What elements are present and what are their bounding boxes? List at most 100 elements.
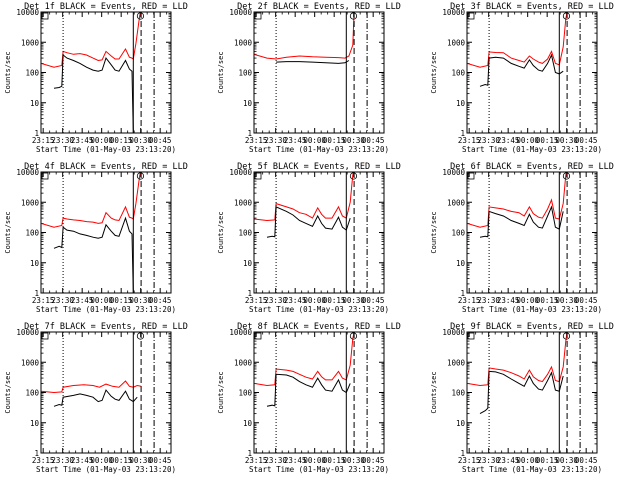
series-lld-line: [41, 172, 142, 228]
x-tick-label: 00:30: [342, 136, 365, 145]
y-tick-label: 1000: [447, 198, 466, 207]
x-tick-label: 00:00: [303, 456, 326, 465]
x-tick-label: 23:15: [458, 136, 481, 145]
x-tick-label: 00:45: [149, 456, 172, 465]
y-tick-label: 100: [238, 229, 252, 238]
x-tick-label: 00:15: [536, 296, 559, 305]
x-axis-label: Start Time (01-May-03 23:13:20): [36, 145, 176, 154]
y-axis-ticks: 1 10 100 1000 10000: [229, 8, 384, 138]
peak-marker: [136, 12, 145, 20]
detector-panel-6: Det 6f BLACK = Events, RED = LLD Counts/s…: [430, 162, 614, 314]
series-lld-line: [467, 12, 568, 68]
detector-panel-5: Det 5f BLACK = Events, RED = LLD Counts/s…: [217, 162, 401, 314]
x-axis-label: Start Time (01-May-03 23:13:20): [36, 465, 176, 474]
x-axis-label: Start Time (01-May-03 23:13:20): [36, 305, 176, 314]
x-tick-label: 23:30: [477, 296, 500, 305]
y-tick-label: 100: [25, 229, 39, 238]
peak-marker: [562, 172, 571, 180]
x-tick-label: 00:30: [342, 296, 365, 305]
x-tick-label: 00:45: [575, 136, 598, 145]
x-axis-label: Start Time (01-May-03 23:13:20): [462, 465, 602, 474]
peak-marker: [562, 332, 571, 340]
x-tick-label: 23:15: [245, 456, 268, 465]
detector-panel-1: Det 1f BLACK = Events, RED = LLD Counts/s…: [4, 2, 188, 154]
y-tick-label: 1000: [21, 198, 40, 207]
y-axis-ticks: 1 10 100 1000 10000: [442, 8, 597, 138]
x-tick-label: 00:15: [110, 296, 133, 305]
series-lld-line: [254, 12, 355, 60]
start-marker: [41, 12, 49, 20]
x-tick-label: 23:45: [71, 296, 94, 305]
detector-panel-2: Det 2f BLACK = Events, RED = LLD Counts/s…: [217, 2, 401, 154]
plot-frame: [466, 171, 598, 294]
y-tick-label: 10000: [16, 328, 39, 337]
x-tick-label: 23:15: [458, 296, 481, 305]
x-tick-label: 23:30: [51, 136, 74, 145]
x-tick-label: 00:45: [362, 296, 385, 305]
y-tick-label: 1000: [21, 38, 40, 47]
y-tick-label: 100: [25, 69, 39, 78]
y-tick-label: 100: [238, 69, 252, 78]
y-axis-ticks: 1 10 100 1000 10000: [442, 328, 597, 458]
y-tick-label: 1: [34, 289, 39, 298]
series-lld-line: [467, 172, 568, 228]
y-axis-label: Counts/sec: [4, 371, 12, 413]
y-tick-label: 10000: [442, 328, 465, 337]
y-axis-ticks: 1 10 100 1000 10000: [16, 168, 171, 298]
y-tick-label: 10000: [229, 8, 252, 17]
x-tick-label: 00:00: [90, 136, 113, 145]
x-tick-label: 00:00: [516, 456, 539, 465]
peak-marker: [349, 12, 358, 20]
series-events-line: [53, 216, 134, 293]
x-tick-label: 23:30: [264, 296, 287, 305]
peak-marker: [562, 12, 571, 20]
series-lld-line: [254, 172, 355, 222]
peak-marker: [349, 172, 358, 180]
x-tick-label: 23:15: [32, 136, 55, 145]
y-tick-label: 10: [243, 99, 253, 108]
peak-marker: [136, 332, 145, 340]
start-marker: [41, 332, 49, 340]
y-axis-ticks: 1 10 100 1000 10000: [442, 168, 597, 298]
plot-area: [41, 12, 155, 133]
x-tick-label: 00:30: [555, 456, 578, 465]
x-tick-label: 00:15: [536, 456, 559, 465]
y-tick-label: 10000: [229, 328, 252, 337]
x-tick-label: 23:15: [32, 296, 55, 305]
x-tick-label: 00:45: [575, 456, 598, 465]
series-lld-line: [41, 12, 142, 68]
y-tick-label: 1: [34, 129, 39, 138]
plot-frame: [40, 331, 172, 454]
start-marker: [254, 12, 262, 20]
y-axis-label: Counts/sec: [4, 211, 12, 253]
x-tick-label: 00:15: [323, 296, 346, 305]
x-tick-label: 23:45: [71, 136, 94, 145]
y-tick-label: 10: [456, 419, 466, 428]
y-tick-label: 100: [451, 229, 465, 238]
plot-frame: [466, 11, 598, 134]
detector-panel-9: Det 9f BLACK = Events, RED = LLD Counts/s…: [430, 322, 614, 474]
detector-panel-7: Det 7f BLACK = Events, RED = LLD Counts/s…: [4, 322, 188, 474]
y-tick-label: 1: [247, 129, 252, 138]
plot-area: [254, 12, 368, 133]
series-events-line: [276, 60, 350, 64]
x-tick-label: 00:45: [575, 296, 598, 305]
x-tick-label: 00:30: [342, 456, 365, 465]
panel-title: Det 1f BLACK = Events, RED = LLD: [24, 2, 188, 12]
x-tick-label: 00:00: [516, 136, 539, 145]
x-tick-label: 23:15: [245, 296, 268, 305]
x-tick-label: 23:30: [477, 136, 500, 145]
series-events-line: [266, 373, 351, 407]
x-axis-label: Start Time (01-May-03 23:13:20): [462, 305, 602, 314]
peak-marker: [349, 332, 358, 340]
y-tick-label: 1000: [21, 358, 40, 367]
start-marker: [41, 172, 49, 180]
x-tick-label: 00:45: [362, 456, 385, 465]
x-axis-label: Start Time (01-May-03 23:13:20): [249, 305, 389, 314]
